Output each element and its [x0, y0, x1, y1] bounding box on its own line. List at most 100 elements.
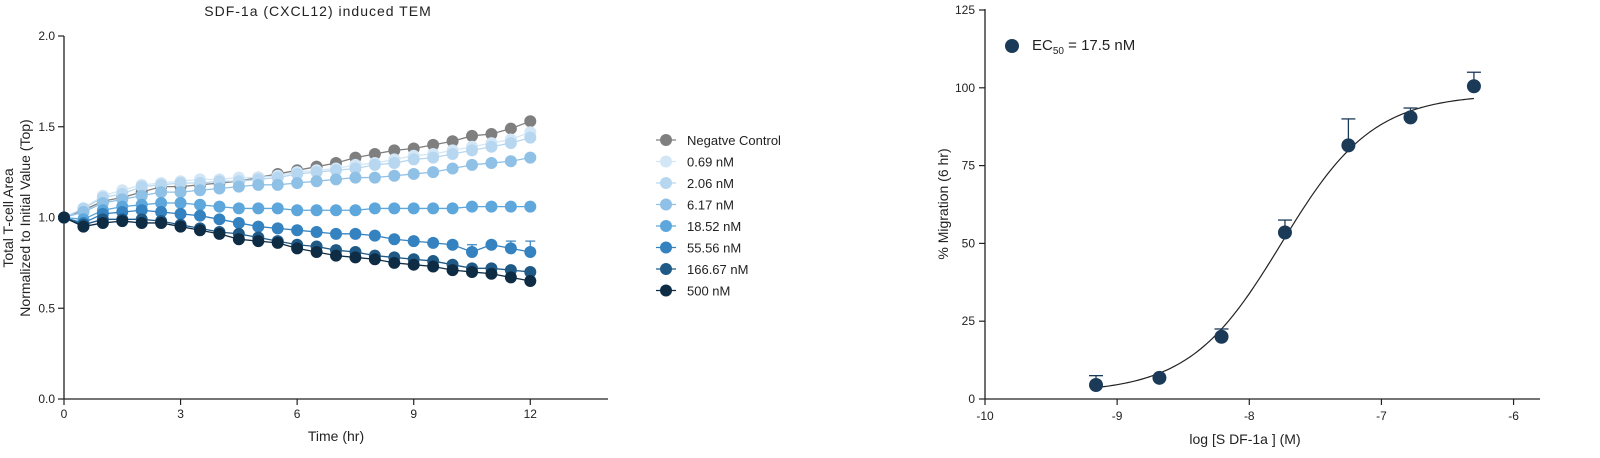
dose-response-chart: % Migration (6 hr) log [S DF-1a ] (M) -1… — [935, 3, 1540, 447]
data-point — [155, 186, 168, 199]
data-point-group — [1341, 118, 1356, 153]
data-point — [1152, 370, 1167, 385]
data-point — [252, 178, 265, 191]
y-tick-label: 100 — [955, 81, 975, 95]
data-point — [330, 249, 342, 262]
data-point — [174, 196, 187, 209]
data-point — [446, 238, 459, 251]
data-point — [1277, 225, 1292, 240]
x-tick-label: 3 — [177, 407, 184, 421]
data-point — [291, 242, 304, 255]
data-point — [446, 202, 459, 215]
series-55.56-nm — [58, 204, 537, 258]
data-point — [524, 115, 537, 128]
data-point — [58, 211, 70, 224]
x-tick-label: 6 — [294, 407, 301, 421]
data-point — [155, 196, 168, 209]
data-point — [174, 207, 187, 220]
data-point — [310, 226, 323, 239]
legend-item: 18.52 nM — [656, 219, 741, 234]
legend-label: 6.17 nM — [687, 198, 734, 213]
data-point — [330, 164, 342, 177]
y-tick-label: 50 — [962, 236, 976, 250]
data-point — [330, 173, 342, 186]
x-tick-label: 12 — [524, 407, 538, 421]
data-point — [388, 256, 401, 269]
legend-marker — [660, 177, 672, 189]
data-point — [271, 236, 284, 249]
y-tick-label: 1.0 — [38, 211, 55, 225]
data-point — [466, 158, 478, 171]
data-point — [310, 245, 323, 258]
data-point-group — [1152, 370, 1167, 385]
data-point — [291, 177, 304, 190]
legend-marker — [660, 155, 672, 168]
data-point — [466, 200, 478, 213]
legend-label: 2.06 nM — [687, 176, 734, 191]
data-point — [388, 157, 401, 170]
data-point — [213, 182, 226, 195]
data-point — [232, 233, 245, 246]
data-point — [174, 177, 187, 190]
data-point — [174, 186, 187, 199]
data-point — [232, 216, 245, 229]
data-point — [485, 140, 498, 153]
data-point — [446, 147, 459, 160]
data-point — [252, 220, 265, 233]
series-group — [58, 115, 537, 288]
data-point — [232, 180, 245, 193]
data-point — [1466, 79, 1481, 94]
x-tick-label: -9 — [1112, 409, 1123, 423]
legend-item: Negatve Control — [656, 133, 781, 148]
data-point — [446, 135, 459, 148]
y-tick-label: 2.0 — [38, 29, 55, 43]
data-point — [368, 147, 381, 160]
data-point — [252, 235, 265, 248]
legend-label: 55.56 nM — [687, 241, 741, 256]
data-point — [485, 157, 498, 170]
data-point — [427, 138, 440, 151]
data-point — [194, 184, 206, 197]
x-axis-title: log [S DF-1a ] (M) — [1189, 431, 1300, 447]
data-point — [135, 216, 148, 229]
y-tick-label: 125 — [955, 3, 975, 17]
data-point — [194, 209, 206, 222]
data-point — [524, 265, 537, 278]
data-point — [524, 151, 537, 164]
legend-item: 6.17 nM — [656, 198, 734, 213]
ec50-label: EC50 = 17.5 nM — [1032, 37, 1135, 57]
x-tick-label: 0 — [61, 407, 68, 421]
data-point — [407, 235, 420, 248]
data-point — [310, 204, 323, 217]
data-point — [504, 122, 517, 135]
data-point — [310, 175, 323, 188]
y-tick-label: 0.5 — [38, 301, 55, 315]
legend-marker — [1005, 39, 1019, 53]
y-tick-label: 75 — [962, 159, 976, 173]
data-point — [368, 158, 381, 171]
legend-item: 55.56 nM — [656, 241, 741, 256]
legend-item: 500 nM — [656, 284, 730, 299]
data-point — [466, 144, 478, 157]
data-point — [485, 267, 498, 280]
x-tick-label: 9 — [410, 407, 417, 421]
data-point — [271, 202, 284, 215]
data-point — [466, 129, 478, 142]
data-point — [349, 171, 362, 184]
data-point — [291, 204, 304, 217]
data-point — [349, 251, 362, 264]
legend-item: 166.67 nM — [656, 262, 748, 277]
data-point — [524, 245, 537, 258]
data-point — [388, 144, 401, 157]
legend-marker — [660, 284, 672, 297]
data-point — [446, 162, 459, 175]
data-point — [213, 227, 226, 240]
x-tick-label: -6 — [1508, 409, 1519, 423]
data-point — [1341, 138, 1356, 153]
data-point — [427, 260, 440, 273]
data-point — [271, 222, 284, 235]
data-point — [524, 200, 537, 213]
legend: EC50 = 17.5 nM — [1005, 37, 1135, 57]
series-18.52-nm — [58, 196, 537, 226]
data-point — [407, 202, 420, 215]
